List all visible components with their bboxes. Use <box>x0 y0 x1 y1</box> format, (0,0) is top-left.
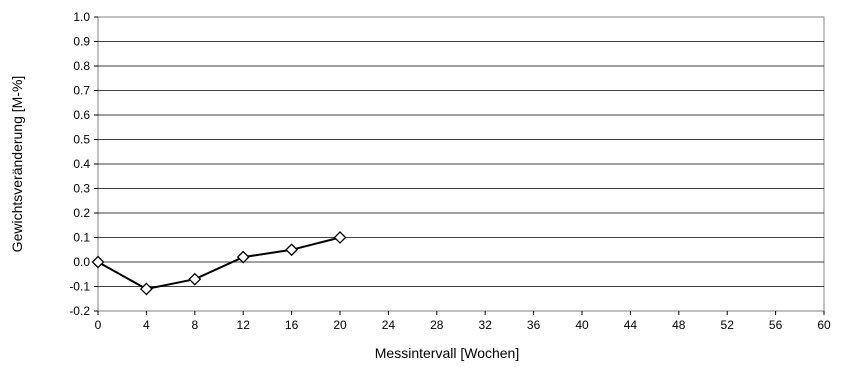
x-tick-label: 16 <box>285 318 299 332</box>
data-point-marker <box>285 243 299 257</box>
data-point-marker <box>188 272 202 286</box>
x-axis-title: Messintervall [Wochen] <box>375 345 519 361</box>
series-line <box>97 236 341 291</box>
data-point-marker <box>236 250 250 264</box>
y-tick-label: 0.3 <box>73 182 90 196</box>
x-tick-label: 20 <box>333 318 347 332</box>
y-tick-label: 0.0 <box>73 255 90 269</box>
x-tick-label: 32 <box>479 318 493 332</box>
y-tick-label: 0.8 <box>73 59 90 73</box>
y-tick-label: 0.4 <box>73 157 90 171</box>
data-point-marker <box>91 255 105 269</box>
data-point-marker <box>139 282 153 296</box>
series-group <box>91 231 347 296</box>
x-tick-label: 60 <box>817 318 831 332</box>
x-tick-label: 40 <box>575 318 589 332</box>
y-tick-labels: 1.0 0.9 0.8 0.7 0.6 0.5 0.4 0.3 0.2 0.1 0.0 -0.1 -0.… <box>69 10 90 318</box>
x-tick-label: 0 <box>95 318 102 332</box>
x-tick-label: 12 <box>237 318 251 332</box>
x-tick-label: 48 <box>672 318 686 332</box>
data-point-marker <box>333 231 347 244</box>
y-tick-label: 0.9 <box>73 35 90 49</box>
x-tick-label: 56 <box>769 318 783 332</box>
y-tick-label: -0.2 <box>69 304 90 318</box>
y-tick-label: 0.7 <box>73 84 90 98</box>
x-tick-label: 36 <box>527 318 541 332</box>
y-tick-label: 0.5 <box>73 133 90 147</box>
x-tick-label: 24 <box>382 318 396 332</box>
y-tick-label: -0.1 <box>69 280 90 294</box>
x-tick-label: 4 <box>143 318 150 332</box>
x-tick-label: 8 <box>191 318 198 332</box>
x-tick-label: 44 <box>624 318 638 332</box>
y-tick-label: 1.0 <box>73 10 90 24</box>
x-tick-label: 28 <box>430 318 444 332</box>
y-tick-label: 0.1 <box>73 231 90 245</box>
y-tick-label: 0.2 <box>73 206 90 220</box>
y-axis-title: Gewichtsveränderung [M-%] <box>9 76 25 253</box>
x-tick-labels: 0 4 8 12 16 20 24 28 32 36 40 44 48 52 56 60 <box>95 318 831 332</box>
y-tick-label: 0.6 <box>73 108 90 122</box>
gridlines <box>94 16 825 315</box>
x-tick-label: 52 <box>721 318 735 332</box>
